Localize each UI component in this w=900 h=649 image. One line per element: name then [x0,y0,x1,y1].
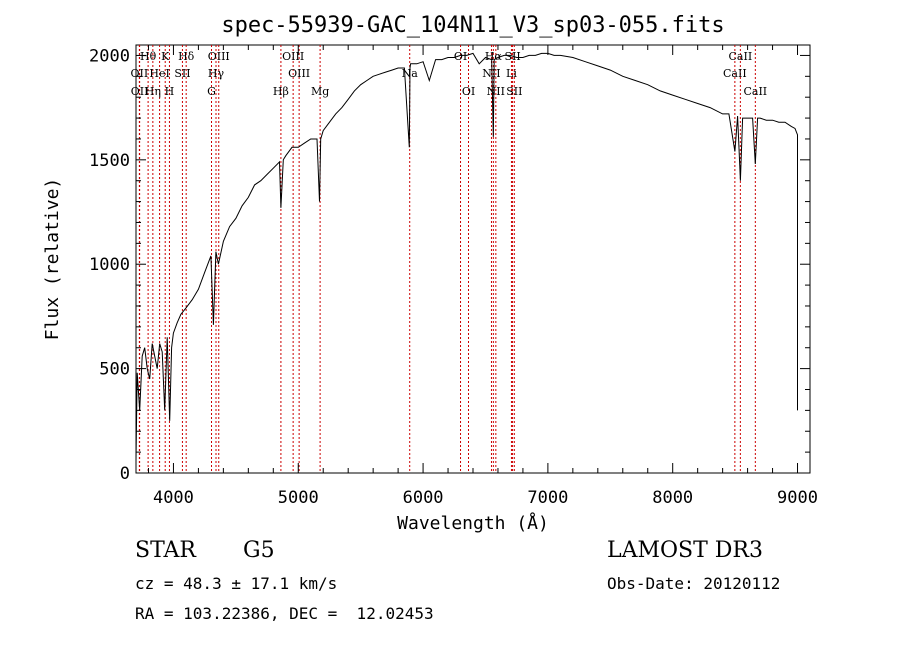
x-axis-label: Wavelength (Å) [397,512,549,534]
line-label: OII [131,85,149,98]
x-tick-label: 5000 [278,488,319,508]
line-label: Hη [145,85,161,98]
chart-title: spec-55939-GAC_104N11_V3_sp03-055.fits [221,13,724,38]
line-label: K [161,50,170,63]
line-label: CaII [729,50,753,63]
x-tick-label: 7000 [527,488,568,508]
line-label: Hβ [273,85,289,98]
line-label: HeI [149,67,169,80]
object-subclass: G5 [243,538,275,563]
spectrum-line [135,52,798,461]
line-label: OIII [288,67,310,80]
x-tick-label: 4000 [153,488,194,508]
plot-area: 4000 5000 6000 7000 8000 9000 0 500 1000 1500 200… [89,44,818,508]
line-label: OIII [282,50,304,63]
line-label: Hθ [140,50,157,63]
redshift-cz: cz = 48.3 ± 17.1 km/s [135,574,338,593]
survey-name: LAMOST DR3 [607,538,763,563]
x-tick-label: 8000 [652,488,693,508]
line-label: G [207,85,216,98]
x-axis-ticks: 4000 5000 6000 7000 8000 9000 [147,45,818,508]
y-tick-label: 2000 [89,46,130,66]
y-axis-ticks: 0 500 1000 1500 2000 [89,46,810,484]
line-label: Mg [311,85,329,98]
line-label: NII [487,85,505,98]
y-tick-label: 1500 [89,151,130,171]
observation-date: Obs-Date: 20120112 [607,574,781,593]
line-label: SII [174,67,190,80]
line-label: OI [454,50,467,63]
line-label: Hδ [178,50,195,63]
line-label: SII [504,50,520,63]
line-label: NII [482,67,500,80]
plot-frame [135,44,811,474]
x-tick-label: 6000 [403,488,444,508]
line-label: Li [506,67,517,80]
line-label: CaII [743,85,767,98]
line-markers [138,45,756,473]
y-tick-label: 0 [120,464,130,484]
line-label: OIII [208,50,230,63]
line-label: CaII [723,67,747,80]
object-class: STAR [135,538,196,563]
line-label: H [165,85,175,98]
x-tick-label: 9000 [777,488,818,508]
y-axis-label: Flux (relative) [42,178,63,341]
line-label: SII [506,85,522,98]
line-label: Na [402,67,419,80]
line-label: OII [131,67,149,80]
line-label: Hα [485,50,503,63]
coordinates: RA = 103.22386, DEC = 12.02453 [135,604,434,623]
y-tick-label: 500 [99,360,130,380]
line-label: Hγ [208,67,225,80]
line-label: OI [462,85,475,98]
y-tick-label: 1000 [89,255,130,275]
